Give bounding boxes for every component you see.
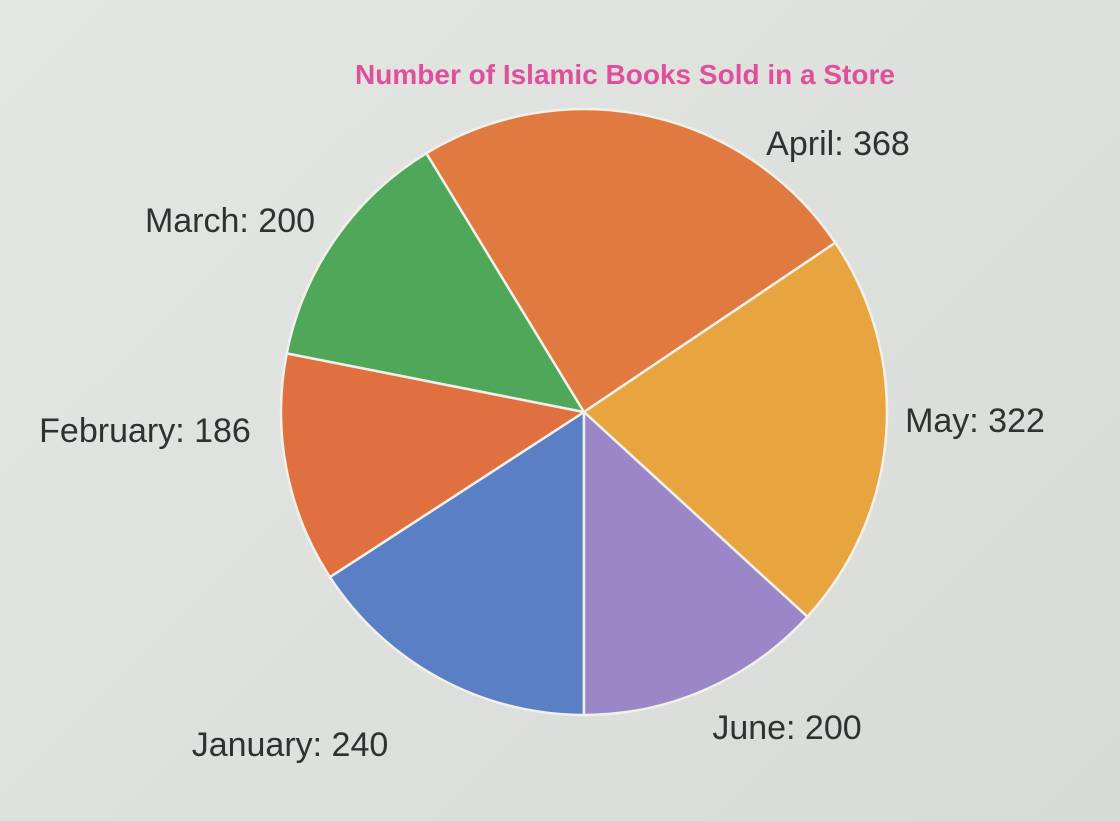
pie-slice-may [581, 241, 889, 619]
pie-slice-march [285, 151, 587, 414]
slice-label-march: March: 200 [145, 202, 315, 240]
slice-label-june: June: 200 [712, 709, 861, 747]
slice-label-may: May: 322 [905, 402, 1045, 440]
pie-slice-january [328, 409, 586, 717]
slice-label-february: February: 186 [39, 412, 251, 450]
pie-slices [279, 107, 889, 717]
chart-title: Number of Islamic Books Sold in a Store [355, 59, 895, 90]
slice-label-april: April: 368 [766, 125, 910, 163]
pie-slice-february [279, 351, 588, 579]
pie-slice-june [582, 409, 810, 717]
pie-labels: January: 240 February: 186 March: 200 April… [39, 125, 1045, 764]
slice-label-january: January: 240 [192, 726, 389, 764]
pie-slice-april [424, 107, 838, 414]
